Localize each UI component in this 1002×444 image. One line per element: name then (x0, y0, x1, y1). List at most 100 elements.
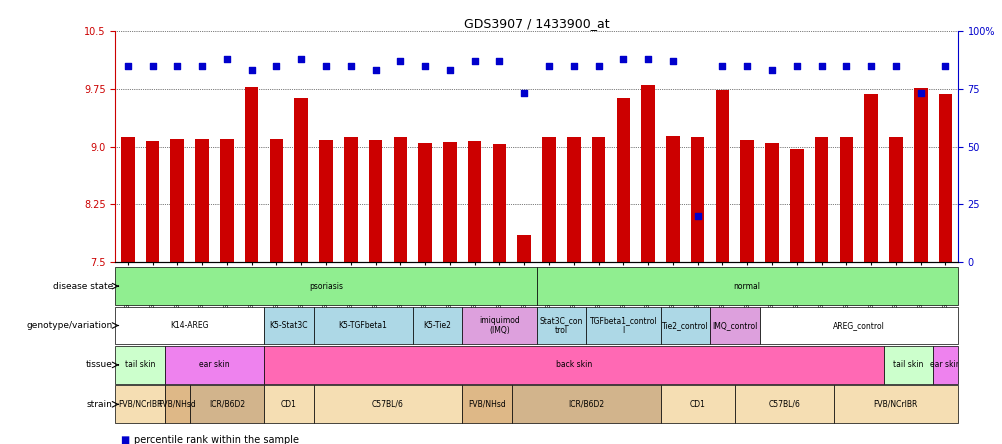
Point (243, 67, 260, 74)
Bar (244, 87, 259, 262)
Point (144, 62, 160, 69)
Bar (369, 140, 382, 262)
Bar (412, 307, 462, 345)
Text: tail skin: tail skin (892, 361, 923, 369)
Bar (319, 140, 333, 262)
Point (269, 62, 285, 69)
Point (764, 67, 780, 74)
Bar (932, 346, 957, 384)
Bar (462, 307, 536, 345)
Text: ICR/B6D2: ICR/B6D2 (208, 400, 244, 409)
Text: K5-Tie2: K5-Tie2 (423, 321, 451, 330)
Bar (164, 385, 189, 423)
Title: GDS3907 / 1433900_at: GDS3907 / 1433900_at (463, 17, 609, 30)
Bar (467, 141, 481, 262)
Point (937, 62, 953, 69)
Text: CD1: CD1 (281, 400, 297, 409)
Bar (883, 346, 932, 384)
Bar (864, 94, 877, 262)
Bar (640, 85, 654, 262)
Bar (714, 90, 728, 262)
Text: psoriasis: psoriasis (309, 281, 343, 291)
Bar (759, 307, 957, 345)
Bar (195, 139, 208, 262)
Text: ICR/B6D2: ICR/B6D2 (567, 400, 603, 409)
Bar (115, 307, 264, 345)
Point (442, 67, 458, 74)
Text: CD1: CD1 (689, 400, 705, 409)
Point (788, 62, 804, 69)
Bar (814, 136, 828, 262)
Bar (295, 98, 308, 262)
Bar (888, 136, 902, 262)
Text: K5-Stat3C: K5-Stat3C (270, 321, 308, 330)
Bar (517, 235, 530, 262)
Bar (115, 267, 536, 305)
Bar (833, 385, 957, 423)
Text: ear skin: ear skin (199, 361, 229, 369)
Bar (462, 385, 511, 423)
Text: FVB/NCrIBR: FVB/NCrIBR (873, 400, 917, 409)
Point (516, 90, 532, 97)
Bar (270, 139, 283, 262)
Bar (418, 143, 432, 262)
Bar (314, 385, 462, 423)
Bar (585, 307, 660, 345)
Point (218, 55, 234, 62)
Point (343, 62, 359, 69)
Point (738, 62, 755, 69)
Text: C57BL/6: C57BL/6 (768, 400, 800, 409)
Point (614, 55, 630, 62)
Point (392, 58, 408, 65)
Point (565, 62, 581, 69)
Point (318, 62, 334, 69)
Bar (314, 307, 412, 345)
Text: back skin: back skin (555, 361, 591, 369)
Bar (219, 139, 233, 262)
Point (838, 62, 854, 69)
Bar (591, 136, 605, 262)
Text: ■: ■ (120, 435, 129, 444)
Point (293, 55, 309, 62)
Bar (542, 136, 555, 262)
Bar (660, 385, 734, 423)
Bar (264, 385, 314, 423)
Text: percentile rank within the sample: percentile rank within the sample (134, 435, 300, 444)
Text: IMQ_control: IMQ_control (711, 321, 757, 330)
Bar (164, 346, 264, 384)
Bar (170, 139, 184, 262)
Text: ear skin: ear skin (929, 361, 960, 369)
Bar (189, 385, 264, 423)
Point (466, 58, 482, 65)
Bar (616, 98, 629, 262)
Text: TGFbeta1_control
l: TGFbeta1_control l (589, 316, 656, 335)
Point (887, 62, 903, 69)
Bar (393, 136, 407, 262)
Bar (511, 385, 660, 423)
Text: genotype/variation: genotype/variation (27, 321, 113, 330)
Point (119, 62, 135, 69)
Text: Stat3C_con
trol: Stat3C_con trol (539, 316, 582, 335)
Point (689, 212, 705, 219)
Bar (938, 94, 951, 262)
Bar (536, 267, 957, 305)
Text: disease state: disease state (52, 281, 113, 291)
Text: normal: normal (733, 281, 760, 291)
Point (491, 58, 507, 65)
Text: strain: strain (87, 400, 113, 409)
Point (813, 62, 829, 69)
Bar (839, 136, 853, 262)
Bar (536, 307, 585, 345)
Bar (790, 149, 803, 262)
Bar (566, 136, 580, 262)
Point (367, 67, 383, 74)
Bar (765, 143, 779, 262)
Bar (121, 136, 134, 262)
Text: FVB/NCrIBR: FVB/NCrIBR (118, 400, 162, 409)
Bar (443, 142, 456, 262)
Bar (264, 346, 883, 384)
Bar (709, 307, 759, 345)
Bar (913, 88, 927, 262)
Point (169, 62, 185, 69)
Point (912, 90, 928, 97)
